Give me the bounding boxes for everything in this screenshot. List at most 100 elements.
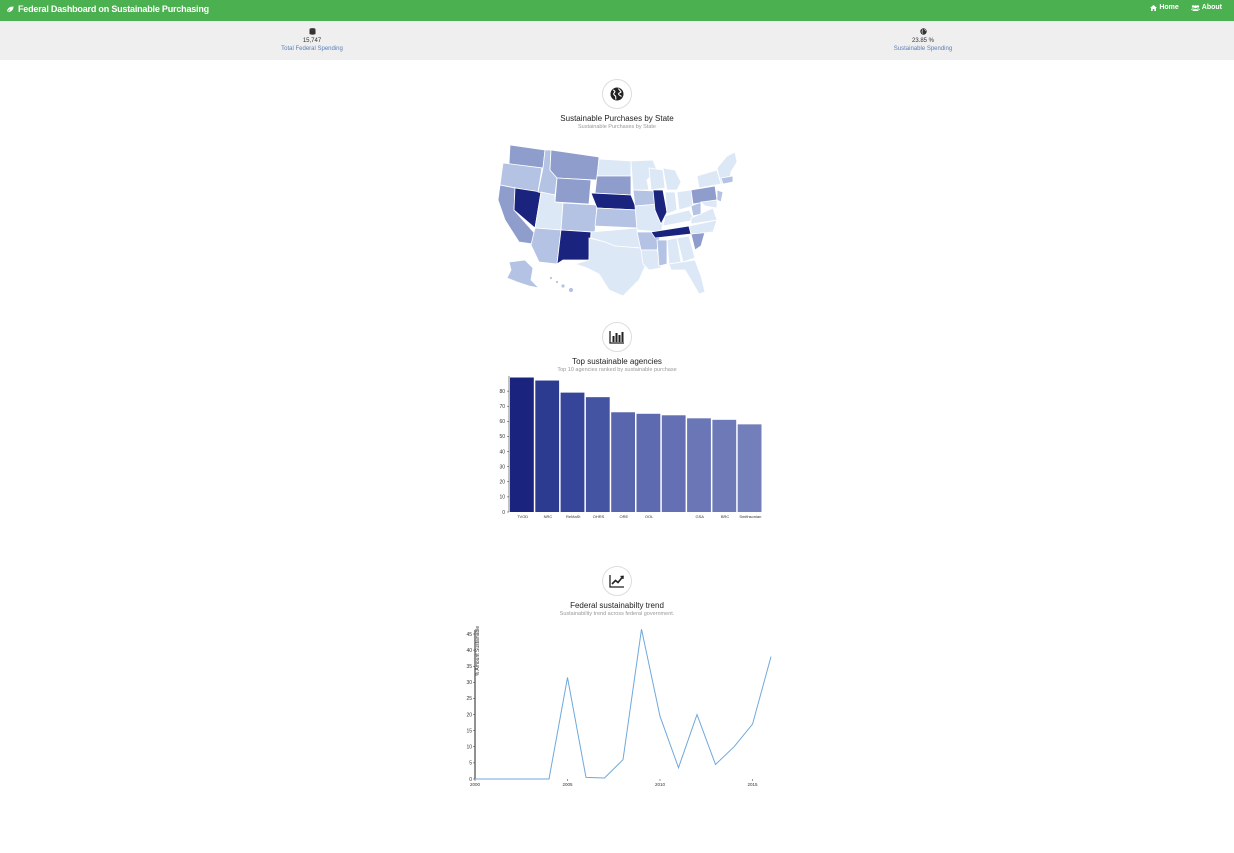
y-tick-label: 40 (499, 449, 505, 455)
state-ma[interactable] (720, 175, 734, 185)
y-tick-label: 80 (499, 389, 505, 395)
state-hi[interactable] (549, 276, 574, 293)
stat-sustainable-label: Sustainable Spending (893, 46, 953, 52)
x-tick-label: 2015 (747, 782, 758, 787)
bar (585, 397, 610, 512)
bar (611, 412, 635, 512)
state-va[interactable] (690, 207, 718, 225)
state-ks[interactable] (594, 207, 638, 229)
y-tick-label: 35 (466, 664, 472, 670)
nav-about-label: About (1201, 4, 1222, 11)
state-mt[interactable] (549, 149, 600, 181)
agencies-title: Top sustainable agencies (572, 357, 662, 366)
y-tick-label: 10 (466, 745, 472, 751)
x-tick-label: OOL (645, 514, 654, 519)
x-tick-label: OHRS (593, 514, 605, 519)
navbar: Federal Dashboard on Sustainable Purchas… (0, 0, 1234, 21)
state-ak[interactable] (506, 259, 541, 289)
bar-chart-icon (609, 331, 624, 344)
trend-title: Federal sustainabilty trend (570, 601, 664, 610)
state-oh[interactable] (676, 189, 694, 211)
state-wi[interactable] (648, 167, 666, 191)
globe-icon (610, 87, 624, 101)
y-tick-label: 10 (499, 495, 505, 501)
state-nm[interactable] (556, 229, 592, 265)
home-icon (1150, 4, 1158, 11)
x-tick-label: NRC (544, 514, 553, 519)
state-in[interactable] (664, 191, 678, 215)
x-tick-label: 2005 (562, 782, 573, 787)
stat-sustainable-value: 23.85 % (911, 38, 935, 44)
bar (560, 392, 585, 512)
line-chart-icon (609, 575, 624, 588)
stat-total-spending: 15,747 Total Federal Spending (252, 28, 372, 52)
x-tick-label: BRC (721, 514, 730, 519)
brand[interactable]: Federal Dashboard on Sustainable Purchas… (6, 4, 209, 14)
state-nd[interactable] (596, 158, 632, 177)
y-tick-label: 20 (499, 480, 505, 486)
trend-line (475, 629, 772, 780)
agencies-section-icon (602, 322, 632, 352)
x-tick-label: Smithsonian (739, 514, 761, 519)
bar (661, 415, 686, 512)
nav-home-link[interactable]: Home (1150, 4, 1179, 11)
y-tick-label: 25 (466, 696, 472, 702)
state-sd[interactable] (594, 175, 632, 196)
us-states-map (497, 144, 738, 297)
trend-line-chart: 0 5 10 15 20 25 30 35 40 45% Amount Sustainable 20… (466, 626, 772, 787)
x-tick-label: 2010 (655, 782, 666, 787)
y-tick-label: 20 (466, 712, 472, 718)
map-section-icon (602, 79, 632, 109)
state-ga[interactable] (676, 235, 696, 263)
state-nj[interactable] (716, 189, 724, 203)
agencies-subtitle: Top 10 agencies ranked by sustainable pu… (557, 367, 677, 373)
globe-icon (919, 28, 927, 35)
stat-sustainable-spending: 23.85 % Sustainable Spending (863, 28, 983, 52)
state-nc[interactable] (688, 219, 718, 235)
database-icon (309, 28, 315, 35)
x-tick-label: 2000 (470, 782, 481, 787)
state-co[interactable] (560, 202, 598, 233)
leaf-icon (6, 6, 14, 13)
state-ne[interactable] (590, 192, 638, 211)
state-fl[interactable] (668, 259, 706, 295)
y-tick-label: 40 (466, 648, 472, 654)
bar (636, 413, 661, 512)
users-icon (1190, 4, 1200, 11)
stat-total-label: Total Federal Spending (281, 46, 343, 52)
state-mi[interactable] (662, 167, 682, 191)
y-tick-label: 30 (499, 464, 505, 470)
map-title: Sustainable Purchases by State (560, 114, 674, 123)
y-tick-label: 15 (466, 728, 472, 734)
state-sc[interactable] (690, 231, 706, 251)
y-tick-label: 45 (466, 632, 472, 638)
nav-about-link[interactable]: About (1190, 4, 1222, 11)
bar (510, 377, 534, 512)
stats-bar: 15,747 Total Federal Spending 23.85 % Su… (0, 21, 1234, 60)
state-ny[interactable] (696, 169, 722, 189)
state-il[interactable] (652, 189, 668, 225)
brand-title: Federal Dashboard on Sustainable Purchas… (18, 4, 209, 14)
state-az[interactable] (530, 227, 562, 265)
y-tick-label: 70 (499, 404, 505, 410)
state-ms[interactable] (656, 239, 668, 267)
agencies-bar-chart: 0 10 20 30 40 50 60 70 80 TVOD NRC ReMaSt OHRS ORE OOL… (499, 376, 762, 519)
stat-total-value: 15,747 (302, 38, 322, 44)
y-tick-label: 5 (469, 761, 472, 767)
state-md[interactable] (700, 199, 718, 209)
bar (737, 424, 762, 512)
x-tick-label: ReMaSt (566, 514, 581, 519)
y-tick-label: 0 (469, 777, 472, 783)
state-tx[interactable] (573, 237, 648, 297)
bar (712, 419, 737, 512)
y-tick-label: 60 (499, 419, 505, 425)
map-subtitle: Sustainable Purchases by State (578, 124, 656, 130)
y-tick-label: 0 (502, 510, 505, 516)
x-tick-label: ORE (620, 514, 629, 519)
y-tick-label: 50 (499, 434, 505, 440)
y-axis-label: % Amount Sustainable (475, 626, 481, 677)
state-wy[interactable] (554, 177, 592, 205)
state-la[interactable] (640, 249, 662, 271)
state-new-england[interactable] (716, 151, 738, 185)
bar (687, 418, 711, 512)
